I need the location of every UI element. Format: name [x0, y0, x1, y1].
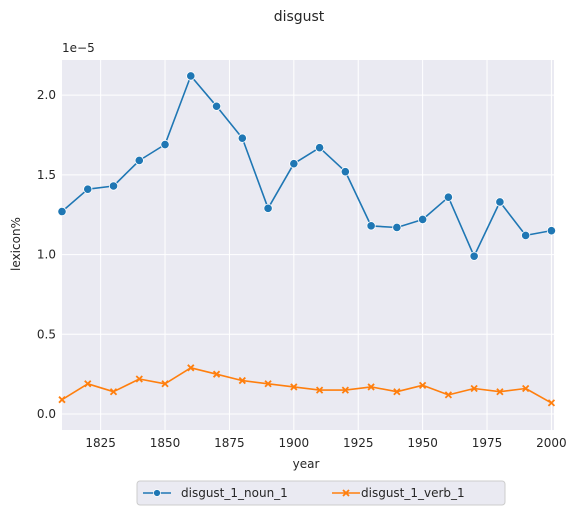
data-point [161, 380, 169, 388]
data-point [135, 375, 143, 383]
x-tick-label: 1950 [407, 436, 438, 450]
x-tick-label: 2000 [536, 436, 567, 450]
legend-box [136, 480, 506, 506]
series-line-0 [61, 75, 552, 258]
x-axis-ticks: 1825 1850 1875 1900 1925 1950 1975 2000 [85, 436, 566, 450]
x-tick-label: 1925 [343, 436, 374, 450]
x-tick-label: 1975 [472, 436, 503, 450]
data-point [315, 386, 324, 394]
data-point [521, 230, 531, 241]
y-tick-label: 0.0 [37, 407, 56, 421]
x-tick-label: 1825 [85, 436, 116, 450]
data-point [84, 380, 92, 388]
data-point [366, 221, 376, 231]
y-tick-label: 1.0 [37, 248, 56, 262]
legend-marker-0 [153, 489, 161, 497]
data-point [341, 386, 349, 394]
data-point [289, 159, 299, 169]
x-axis-label: year [293, 457, 320, 471]
data-point [418, 214, 428, 225]
legend-marker-1 [342, 489, 350, 497]
x-tick-label: 1850 [150, 436, 181, 450]
data-point [58, 396, 66, 404]
data-point [109, 388, 118, 396]
data-point [522, 384, 530, 393]
y-tick-label: 2.0 [37, 88, 56, 102]
data-point [367, 383, 375, 391]
x-tick-label: 1900 [279, 436, 310, 450]
data-point [470, 384, 478, 393]
y-axis-label: lexicon% [9, 217, 23, 271]
data-point [444, 391, 453, 399]
data-point [469, 251, 479, 261]
data-point [211, 101, 222, 111]
data-point [495, 197, 505, 207]
data-point [547, 399, 556, 407]
y-tick-label: 1.5 [37, 168, 56, 182]
data-point [187, 364, 195, 372]
data-point [496, 388, 504, 396]
data-point [160, 139, 170, 150]
legend-label-0: disgust_1_noun_1 [181, 486, 288, 500]
data-point [443, 192, 453, 202]
data-point [546, 226, 557, 236]
data-point [393, 388, 401, 396]
data-point [134, 155, 144, 166]
data-point [314, 143, 325, 153]
legend-label-1: disgust_1_verb_1 [361, 486, 465, 500]
series-line-1 [61, 366, 552, 404]
y-tick-label: 0.5 [37, 327, 56, 341]
data-point [237, 133, 247, 143]
data-point [212, 370, 221, 378]
data-point [57, 206, 67, 217]
data-point [238, 376, 246, 385]
plot-area [62, 60, 554, 430]
series-layer [57, 71, 557, 407]
y-axis-ticks: 0.0 0.5 1.0 1.5 2.0 [37, 88, 56, 421]
legend: disgust_1_noun_1 disgust_1_verb_1 [136, 480, 506, 506]
y-scale-label: 1e−5 [62, 41, 95, 55]
chart-title: disgust [274, 9, 325, 25]
data-point [108, 181, 119, 191]
data-point [418, 381, 427, 389]
data-point [263, 203, 273, 213]
data-point [392, 222, 402, 233]
data-point [290, 383, 298, 391]
data-point [340, 167, 350, 177]
data-point [264, 380, 272, 388]
data-point [186, 71, 196, 81]
data-point [83, 184, 93, 194]
x-tick-label: 1875 [214, 436, 245, 450]
